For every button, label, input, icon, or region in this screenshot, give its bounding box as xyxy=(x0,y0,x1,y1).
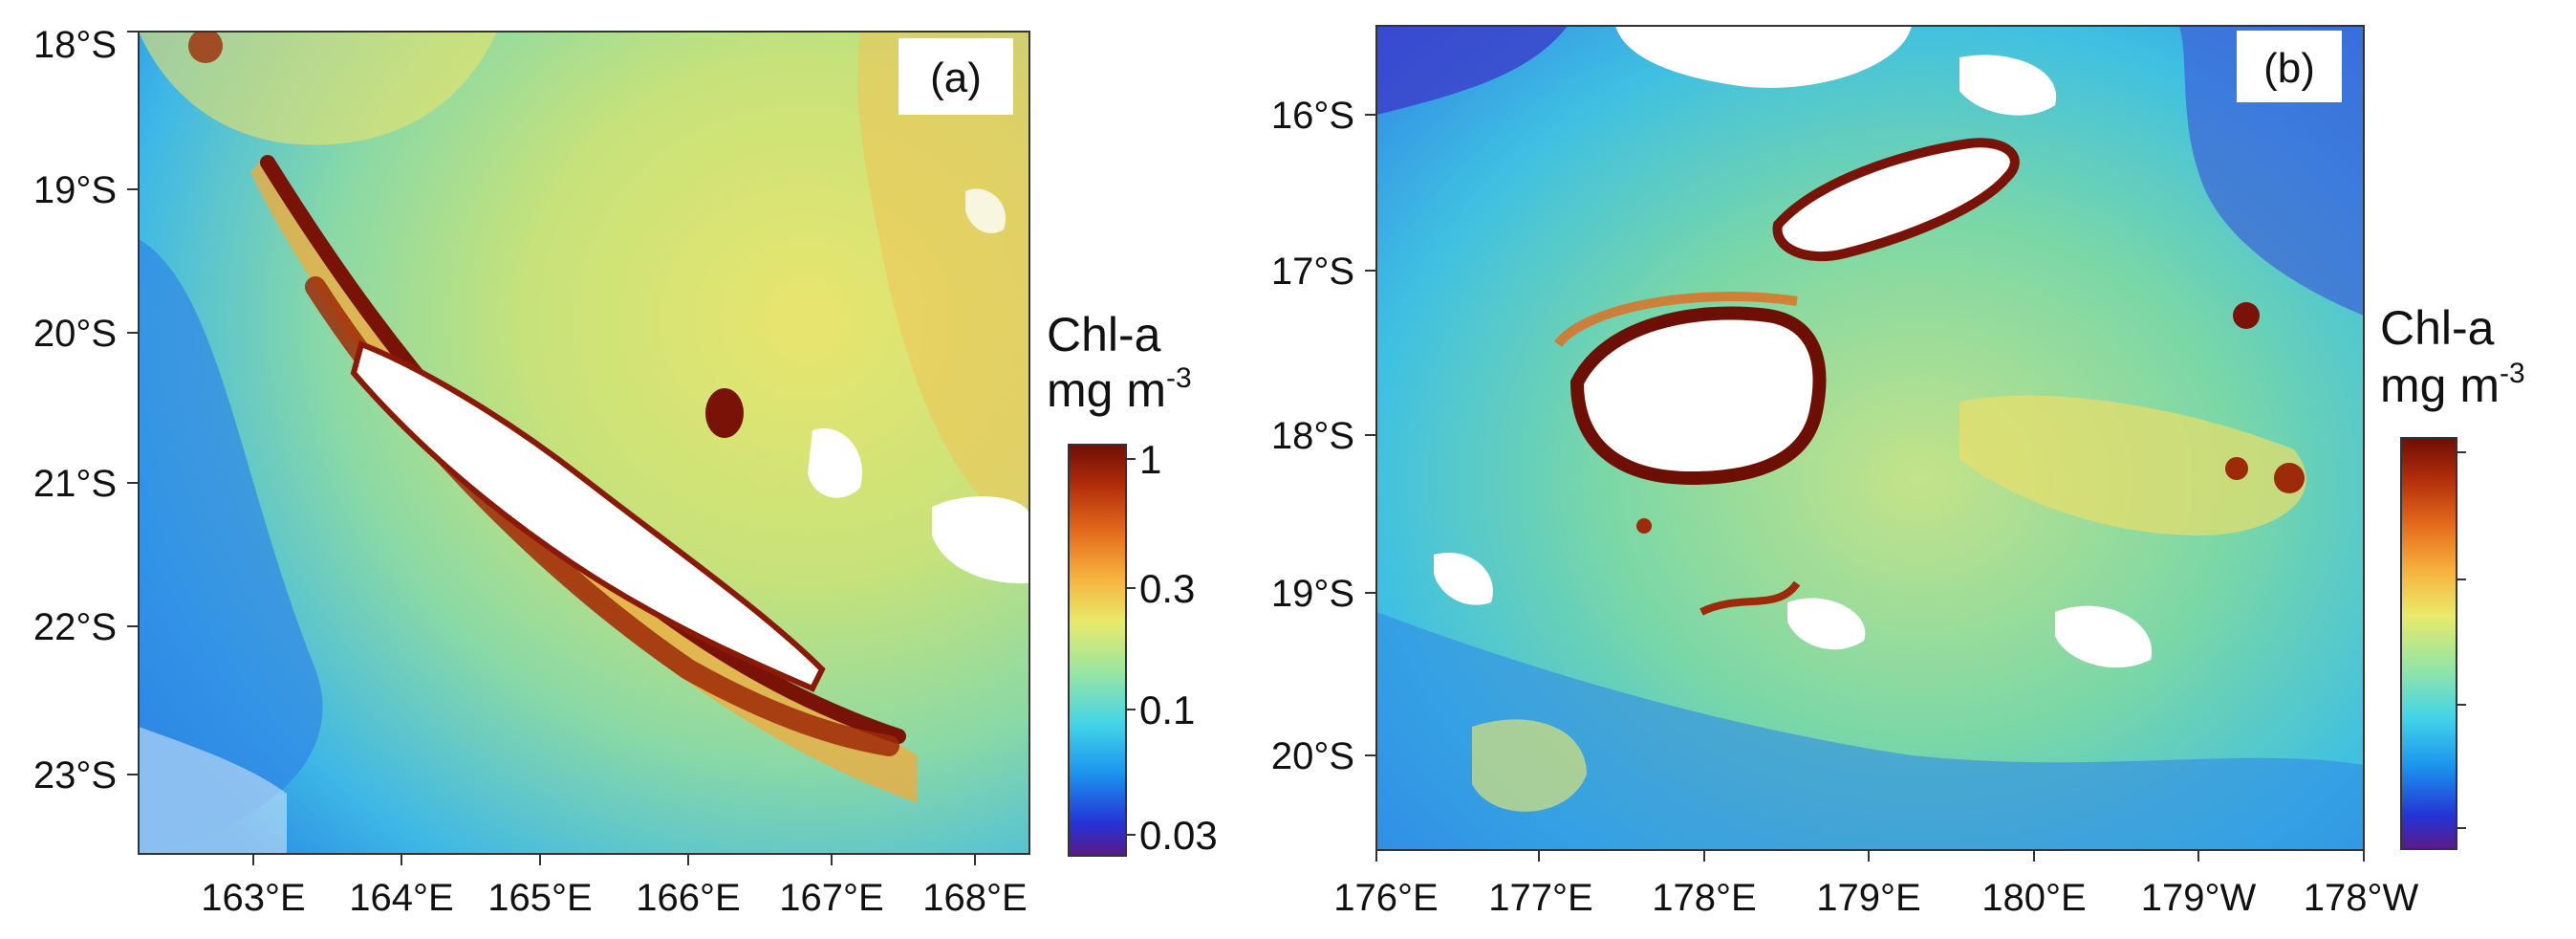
lat-tick-label: 21°S xyxy=(33,463,117,505)
lat-tick-label: 17°S xyxy=(1271,251,1354,293)
lon-tick-label: 165°E xyxy=(487,877,592,919)
cloud-gap xyxy=(1434,553,1493,605)
lon-tick-label: 179°W xyxy=(2141,877,2257,919)
lat-tick-label: 20°S xyxy=(33,313,117,355)
panel-a-label: (a) xyxy=(930,55,982,101)
cloud-gap xyxy=(932,496,1029,584)
panel-a-lon-axis: 163°E 164°E 165°E 166°E 167°E 168°E xyxy=(201,854,1028,919)
panel-b-lat-axis: 16°S 17°S 18°S 19°S 20°S xyxy=(1271,95,1376,777)
cloud-gap xyxy=(1787,598,1866,650)
colorbar-units: mg m-3 xyxy=(1047,362,1192,417)
cloud-gap xyxy=(1615,26,1912,88)
islet xyxy=(2233,302,2260,329)
vanua-levu-land xyxy=(1772,138,2020,262)
panel-a-lat-axis: 18°S 19°S 20°S 21°S 22°S 23°S xyxy=(33,24,139,797)
colorbar-gradient xyxy=(2400,437,2457,850)
lat-tick-label: 20°S xyxy=(1271,735,1354,777)
panel-a: (a) 18°S 19°S 20°S 21°S 22°S 23°S 163°E … xyxy=(33,24,1218,919)
islet xyxy=(2274,463,2305,493)
islet xyxy=(2225,457,2248,480)
lat-tick-label: 22°S xyxy=(33,606,117,648)
panel-b-label: (b) xyxy=(2263,45,2315,92)
cloud-gap xyxy=(2055,605,2153,668)
colorbar-tick-label: 1 xyxy=(1139,437,1161,482)
panel-a-colorbar: Chl-a mg m-3 1 0.3 0.1 0.03 xyxy=(1047,308,1218,858)
panel-a-frame xyxy=(138,31,1030,855)
lon-tick-label: 164°E xyxy=(349,877,453,919)
lon-tick-label: 167°E xyxy=(779,877,883,919)
lon-tick-label: 179°E xyxy=(1816,877,1920,919)
lon-tick-label: 177°E xyxy=(1488,877,1592,919)
islet xyxy=(705,388,744,438)
lat-tick-label: 16°S xyxy=(1271,95,1354,137)
lat-tick-label: 23°S xyxy=(33,754,117,797)
colorbar-tick-label: 0.3 xyxy=(1139,566,1195,611)
lon-tick-label: 178°E xyxy=(1652,877,1756,919)
lon-tick-label: 168°E xyxy=(922,877,1027,919)
viti-levu-land xyxy=(1569,306,1827,486)
cloud-gap xyxy=(1959,55,2057,116)
lat-tick-label: 18°S xyxy=(1271,415,1354,457)
islet xyxy=(1636,518,1652,534)
panel-a-map xyxy=(139,32,1029,854)
panel-a-label-box xyxy=(898,38,1013,115)
panel-b-lon-axis: 176°E 177°E 178°E 179°E 180°E 179°W 178°… xyxy=(1333,850,2418,919)
lat-tick-label: 19°S xyxy=(33,169,117,211)
lon-tick-label: 180°E xyxy=(1981,877,2086,919)
panel-b-map xyxy=(1376,26,2364,850)
colorbar-gradient xyxy=(1068,444,1127,857)
colorbar-title: Chl-a xyxy=(1047,308,1161,361)
lon-tick-label: 178°W xyxy=(2304,877,2419,919)
colorbar-tick-label: 0.1 xyxy=(1139,688,1195,732)
panel-b-frame xyxy=(1375,25,2365,851)
new-caledonia-land xyxy=(350,340,826,692)
panel-b-label-box xyxy=(2237,31,2342,102)
lat-tick-label: 19°S xyxy=(1271,573,1354,615)
panel-b-colorbar: Chl-a mg m-3 xyxy=(2380,301,2525,850)
colorbar-tick-label: 0.03 xyxy=(1139,813,1218,858)
lon-tick-label: 166°E xyxy=(636,877,740,919)
colorbar-title: Chl-a xyxy=(2380,301,2495,355)
lon-tick-label: 176°E xyxy=(1333,877,1438,919)
panel-b: (b) 16°S 17°S 18°S 19°S 20°S 176°E 177°E… xyxy=(1271,25,2525,919)
cloud-gap xyxy=(808,428,862,498)
lat-tick-label: 18°S xyxy=(33,24,117,66)
lon-tick-label: 163°E xyxy=(201,877,305,919)
colorbar-units: mg m-3 xyxy=(2380,358,2525,412)
